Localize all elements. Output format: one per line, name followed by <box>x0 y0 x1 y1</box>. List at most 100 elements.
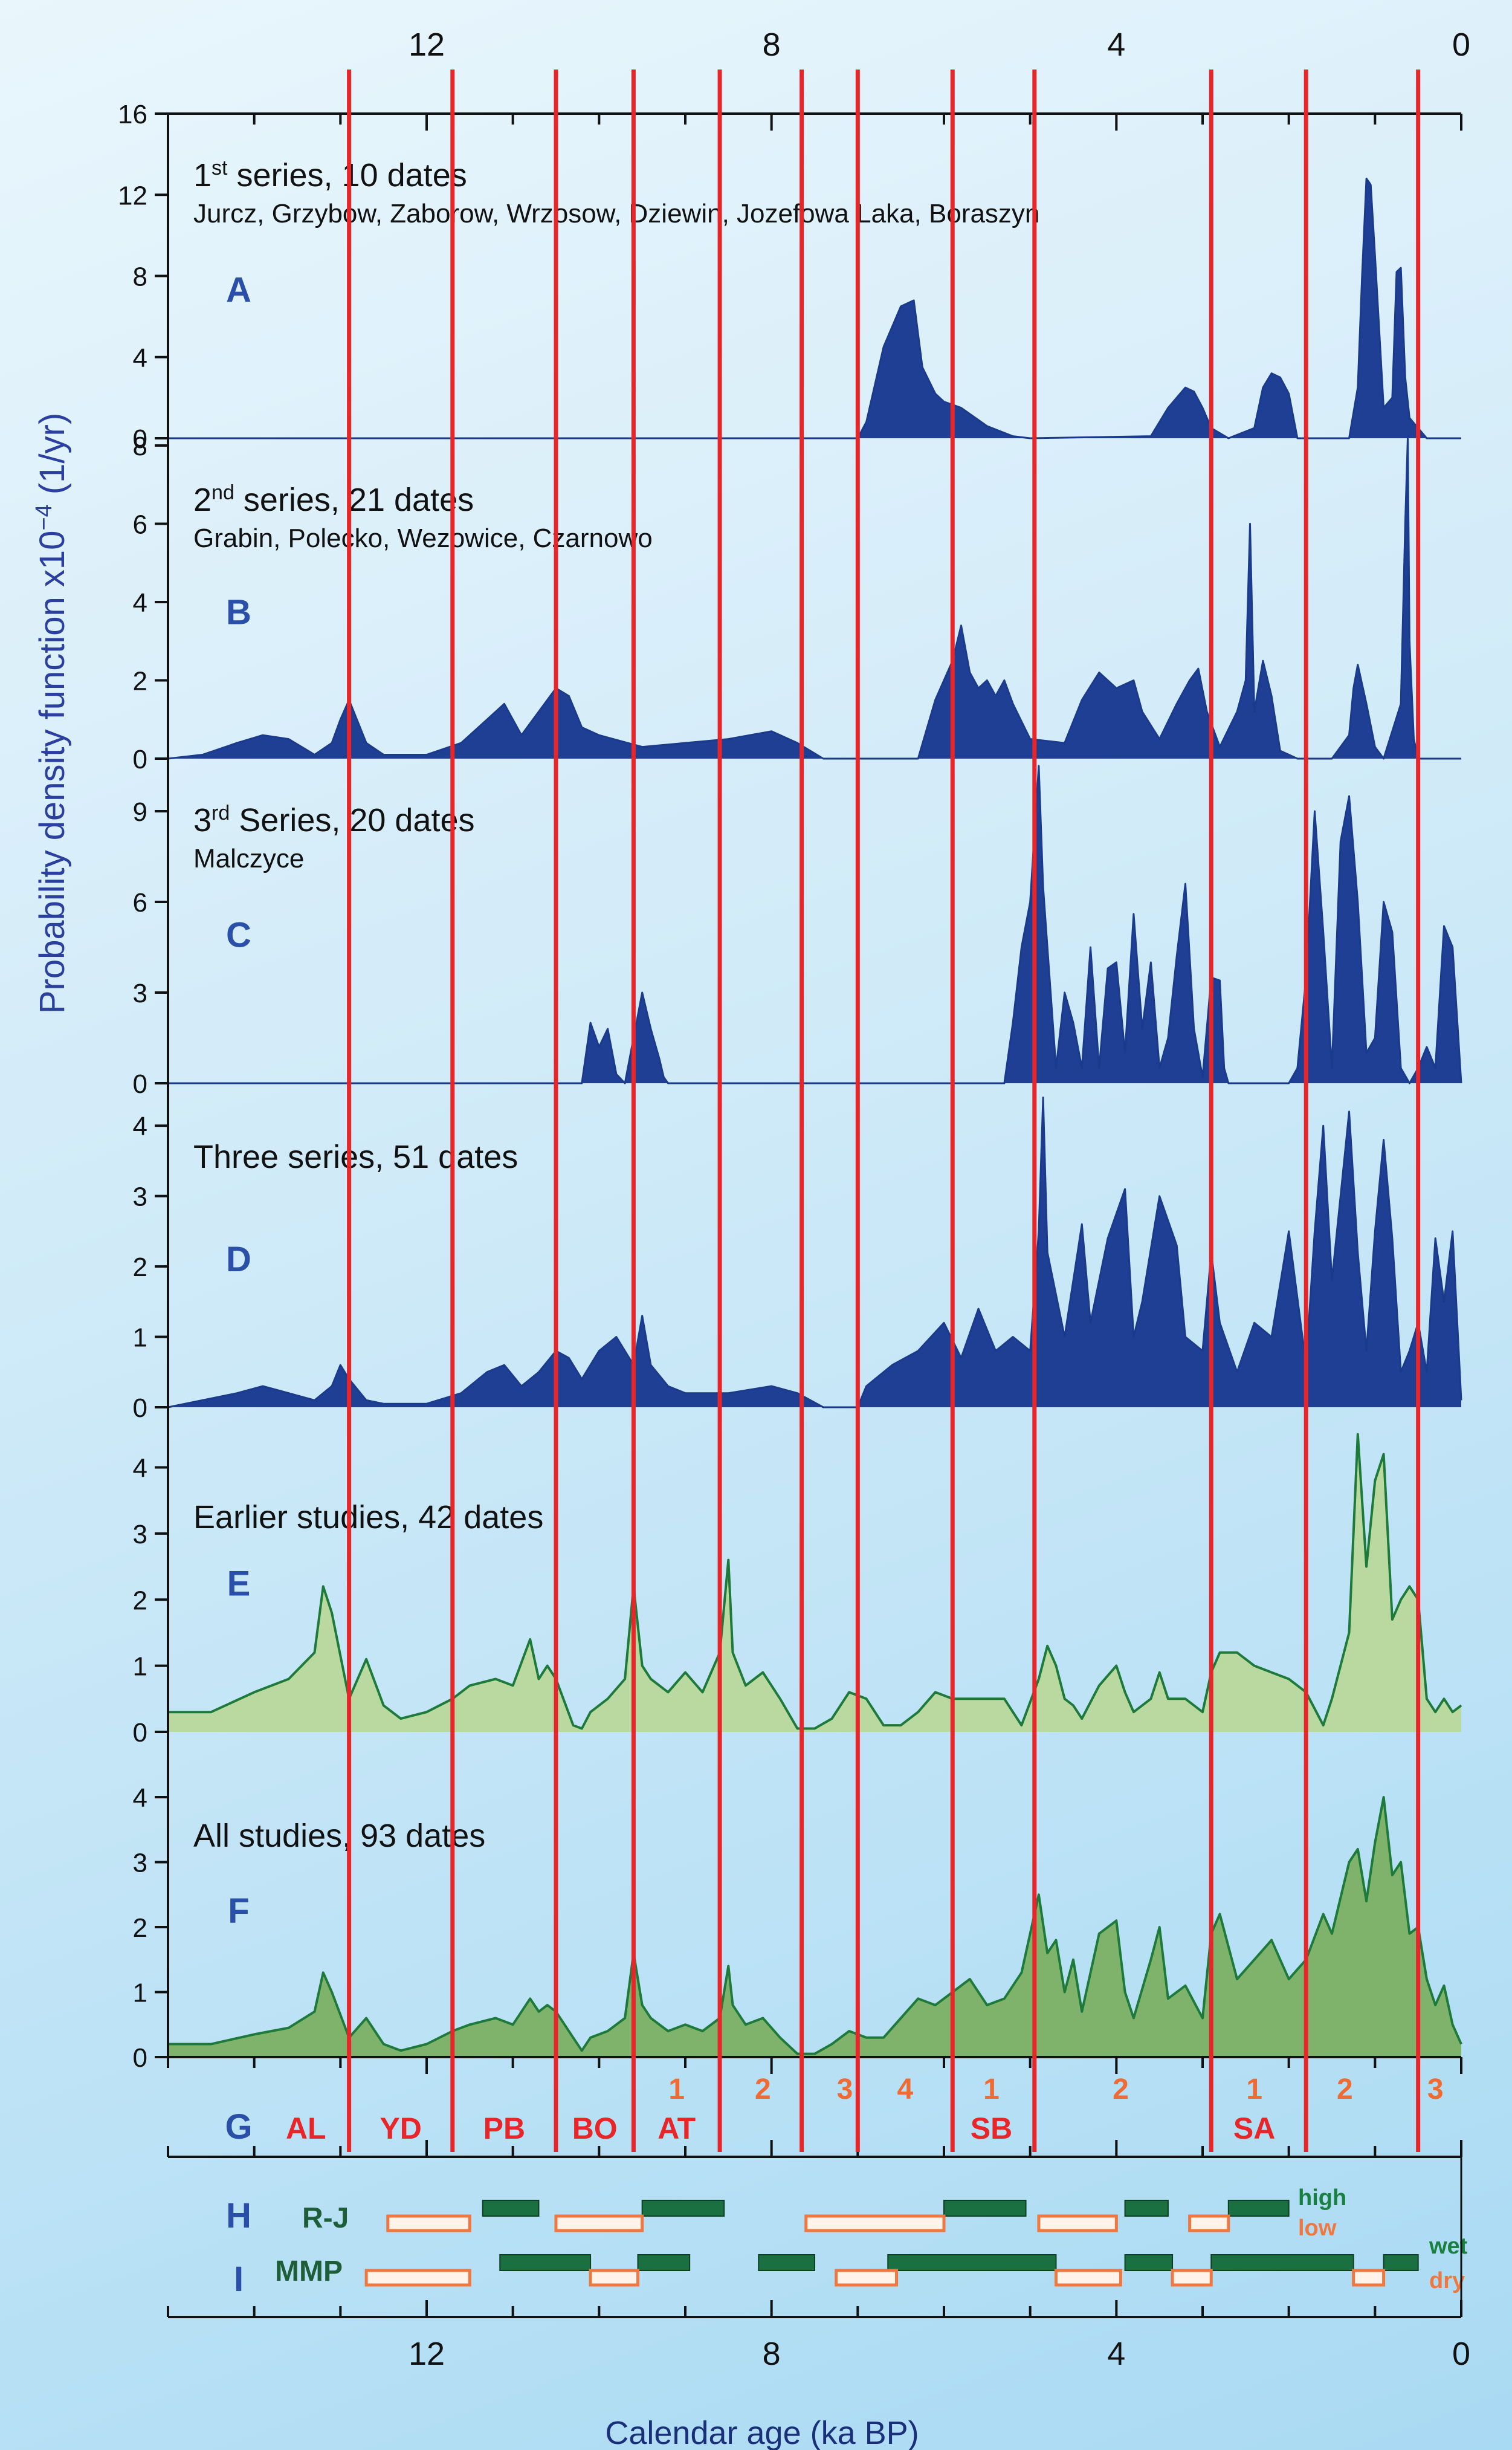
series-label-E: Earlier studies, 42 dates <box>193 1499 543 1535</box>
top-x-tick-label: 12 <box>409 27 445 63</box>
period-label: SB <box>971 2111 1012 2145</box>
bottom-x-tick-label: 0 <box>1452 2336 1470 2372</box>
mmp-dry-box <box>1171 2269 1213 2287</box>
area-E <box>168 1434 1461 1732</box>
mmp-wet-box <box>1210 2254 1354 2271</box>
period-boundaries <box>347 70 1421 2152</box>
y-tick-label: 8 <box>133 262 147 292</box>
panel-B: 0 2 4 6 8 B 2nd series, 21 dates Grabin, Poleck… <box>133 432 1461 774</box>
y-tick-label: 3 <box>133 1849 147 1878</box>
rj-low-label: low <box>1298 2215 1337 2241</box>
series-label-B: 2nd series, 21 dates <box>193 481 474 518</box>
top-x-tick-label: 4 <box>1107 27 1125 63</box>
y-tick-label: 0 <box>133 745 147 774</box>
period-label: AL <box>286 2111 326 2145</box>
axis-labels: Calendar age (ka BP) Probability density… <box>31 413 919 2450</box>
y-tick-label: 4 <box>133 1783 147 1813</box>
series-line-B <box>167 436 1461 760</box>
panel-letter-D: D <box>226 1240 251 1279</box>
series-line-E <box>168 1433 1462 1730</box>
y-tick-label: 12 <box>118 181 147 210</box>
y-tick-label: 4 <box>133 588 147 618</box>
y-tick-label: 2 <box>133 667 147 696</box>
rj-low-box <box>1188 2214 1230 2232</box>
rj-high-label: high <box>1298 2185 1346 2211</box>
y-tick-label: 0 <box>133 2043 147 2073</box>
period-label: AT <box>657 2111 696 2145</box>
rj-high-box <box>482 2200 540 2217</box>
y-tick-label: 4 <box>133 343 147 373</box>
mmp-dry-box <box>364 2269 471 2287</box>
series-label-D: Three series, 51 dates <box>193 1139 518 1175</box>
y-tick-label: 1 <box>133 1978 147 2008</box>
panel-letter-G: G <box>225 2107 252 2147</box>
y-tick-label: 2 <box>133 1586 147 1615</box>
top-x-tick-label: 8 <box>763 27 781 63</box>
area-F <box>168 1797 1461 2057</box>
series-line-A <box>168 177 1461 439</box>
y-tick-label: 16 <box>118 100 147 129</box>
panel-C: 0 3 6 9 C 3rd Series, 20 dates Malczyce <box>133 765 1462 1099</box>
series-label-A: 1st series, 10 dates <box>193 157 467 193</box>
period-label: YD <box>380 2111 421 2145</box>
y-tick-label: 1 <box>133 1652 147 1682</box>
rj-high-box <box>943 2200 1027 2217</box>
mmp-label: MMP <box>275 2255 343 2287</box>
y-tick-label: 3 <box>133 1182 147 1212</box>
y-tick-label: 1 <box>133 1323 147 1353</box>
bottom-x-tick-label: 12 <box>409 2336 445 2372</box>
mmp-wet-box <box>1383 2254 1419 2271</box>
series-label-C: 3rd Series, 20 dates <box>193 802 475 838</box>
panel-letter-F: F <box>228 1891 249 1931</box>
subperiod-label: 3 <box>1427 2073 1444 2105</box>
y-tick-label: 9 <box>133 797 147 827</box>
mmp-wet-box <box>637 2254 691 2271</box>
y-tick-label: 2 <box>133 1913 147 1943</box>
subperiod-label: 2 <box>755 2073 771 2105</box>
rj-high-box <box>1124 2200 1169 2217</box>
y-tick-label: 6 <box>133 510 147 540</box>
top-x-tick-label: 0 <box>1452 27 1470 63</box>
bottom-x-tick-label: 8 <box>763 2336 781 2372</box>
y-axis-label: Probability density function x10−4 (1/yr… <box>31 413 72 1014</box>
sites-label-A: Jurcz, Grzybow, Zaborow, Wrzosow, Dziewi… <box>193 199 1039 228</box>
y-tick-label: 3 <box>133 979 147 1008</box>
series-label-F: All studies, 93 dates <box>193 1818 485 1854</box>
mmp-dry-box <box>589 2269 640 2287</box>
y-tick-label: 6 <box>133 888 147 918</box>
mmp-wet-box <box>758 2254 816 2271</box>
panel-D: 0 1 2 3 4 D Three series, 51 dates <box>133 1097 1462 1423</box>
y-tick-label: 0 <box>133 424 147 454</box>
subperiod-label: 2 <box>1337 2073 1353 2105</box>
mmp-wet-box <box>1124 2254 1174 2271</box>
y-tick-label: 0 <box>133 1393 147 1423</box>
panel-F: 0 1 2 3 4 F All studies, 93 dates <box>133 1783 1462 2073</box>
subperiod-label: 1 <box>983 2073 1000 2105</box>
bottom-x-tick-label: 4 <box>1107 2336 1125 2372</box>
panel-letter-C: C <box>226 915 251 954</box>
area-C <box>168 766 1461 1083</box>
rj-high-box <box>1227 2200 1290 2217</box>
period-label: PB <box>483 2111 525 2145</box>
y-tick-label: 2 <box>133 1253 147 1282</box>
rj-low-box <box>1037 2214 1118 2232</box>
area-D <box>168 1097 1461 1407</box>
y-tick-label: 4 <box>133 1454 147 1483</box>
subperiod-label: 2 <box>1113 2073 1129 2105</box>
rj-high-box <box>641 2200 725 2217</box>
rj-label: R-J <box>302 2202 349 2234</box>
sites-label-C: Malczyce <box>193 844 304 873</box>
y-tick-label: 4 <box>133 1112 147 1141</box>
series-line-C <box>168 765 1462 1084</box>
subperiod-label: 1 <box>668 2073 685 2105</box>
y-tick-label: 0 <box>133 1718 147 1748</box>
series-line-F <box>168 1796 1462 2055</box>
panel-E: 0 1 2 3 4 E Earlier studies, 42 dates <box>133 1433 1462 1748</box>
mmp-wet-box <box>887 2254 1057 2271</box>
panel-A: 0 4 8 12 16 A 1st series, 10 dates Jurcz, Grzyb… <box>118 100 1461 454</box>
subperiod-label: 4 <box>897 2073 913 2105</box>
sites-label-B: Grabin, Polecko, Wezowice, Czarnowo <box>193 523 653 553</box>
